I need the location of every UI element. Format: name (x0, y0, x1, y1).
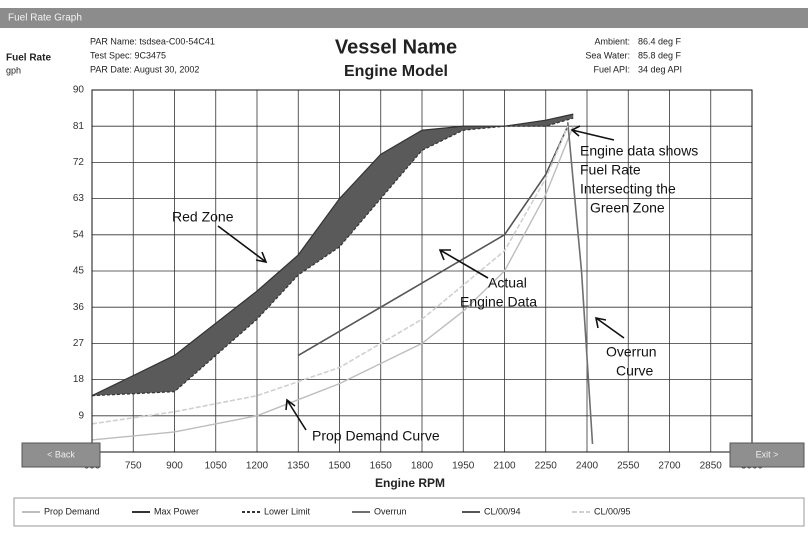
x-tick-label: 1500 (328, 461, 351, 472)
condition-value: 34 deg API (638, 64, 682, 74)
par-info: Test Spec: 9C3475 (90, 50, 166, 60)
arrow (285, 398, 307, 431)
legend-label: CL/00/95 (594, 506, 631, 516)
legend-items: Prop Demand Max Power Lower Limit Overrun CL… (22, 506, 631, 516)
x-tick-label: 2400 (576, 461, 599, 472)
condition-label: Fuel API: (593, 64, 630, 74)
x-axis-label: Engine RPM (375, 476, 445, 490)
legend-label: Overrun (374, 506, 407, 516)
series-line (91, 125, 569, 425)
condition-value: 86.4 deg F (638, 36, 682, 46)
arrow (570, 125, 615, 141)
window-title: Fuel Rate Graph (8, 13, 82, 24)
series-line (91, 125, 574, 441)
back-button[interactable]: < Back (21, 442, 101, 468)
y-tick-label: 81 (73, 121, 85, 132)
annotation: Overrun (606, 344, 657, 360)
button-frame[interactable] (729, 442, 805, 468)
y-axis-unit: gph (6, 65, 21, 75)
x-tick-label: 1050 (205, 461, 228, 472)
y-tick-label: 45 (73, 266, 85, 277)
par-info: PAR Date: August 30, 2002 (90, 64, 199, 74)
button-label[interactable]: < Back (47, 449, 75, 459)
annotation: Curve (616, 363, 654, 379)
legend-label: Prop Demand (44, 506, 100, 516)
condition-label: Sea Water: (585, 50, 630, 60)
x-tick-label: 2550 (617, 461, 640, 472)
y-tick-label: 36 (73, 302, 85, 313)
arrow (594, 316, 625, 339)
annotation: Fuel Rate (580, 162, 641, 178)
engine-model: Engine Model (344, 63, 448, 80)
x-tick-label: 2700 (658, 461, 681, 472)
annotation: Engine Data (460, 294, 537, 310)
arrow (438, 249, 489, 279)
series-line (297, 125, 569, 357)
x-tick-label: 1950 (452, 461, 475, 472)
arrows (217, 125, 625, 431)
condition-label: Ambient: (594, 36, 630, 46)
x-tick-label: 2250 (535, 461, 558, 472)
plot-border (91, 89, 753, 453)
x-tick-label: 750 (125, 461, 142, 472)
y-tick-label: 9 (78, 410, 84, 421)
x-tick-label: 2850 (700, 461, 723, 472)
legend-label: Lower Limit (264, 506, 311, 516)
y-tick-label: 63 (73, 193, 85, 204)
button-label[interactable]: Exit > (756, 449, 779, 459)
button-frame[interactable] (21, 442, 101, 468)
annotation: Intersecting the (580, 181, 676, 197)
y-tick-label: 90 (73, 85, 85, 96)
par-info: PAR Name: tsdsea-C00-54C41 (90, 36, 215, 46)
y-tick-label: 72 (73, 157, 85, 168)
series-line (91, 117, 574, 397)
x-tick-label: 1200 (246, 461, 269, 472)
legend-label: Max Power (154, 506, 199, 516)
x-tick-label: 1650 (370, 461, 393, 472)
title-bar (0, 8, 808, 28)
y-tick-label: 18 (73, 374, 85, 385)
annotation: Green Zone (590, 200, 665, 216)
vessel-name: Vessel Name (335, 36, 457, 58)
x-tick-label: 2100 (493, 461, 516, 472)
x-tick-label: 900 (166, 461, 183, 472)
y-tick-label: 54 (73, 229, 85, 240)
y-tick-label: 27 (73, 338, 85, 349)
annotation: Prop Demand Curve (312, 428, 440, 444)
annotation: Engine data shows (580, 143, 698, 159)
series-line (566, 122, 594, 445)
legend-label: CL/00/94 (484, 506, 521, 516)
y-axis-label: Fuel Rate (6, 53, 51, 64)
series-line (91, 113, 574, 397)
annotation: Red Zone (172, 209, 234, 225)
arrow (217, 225, 268, 264)
exit-button[interactable]: Exit > (729, 442, 805, 468)
plot: 0918273645546372819060075090010501200135… (73, 85, 764, 472)
annotation: Actual (488, 275, 527, 291)
x-tick-label: 1800 (411, 461, 434, 472)
x-tick-label: 1350 (287, 461, 310, 472)
condition-value: 85.8 deg F (638, 50, 682, 60)
